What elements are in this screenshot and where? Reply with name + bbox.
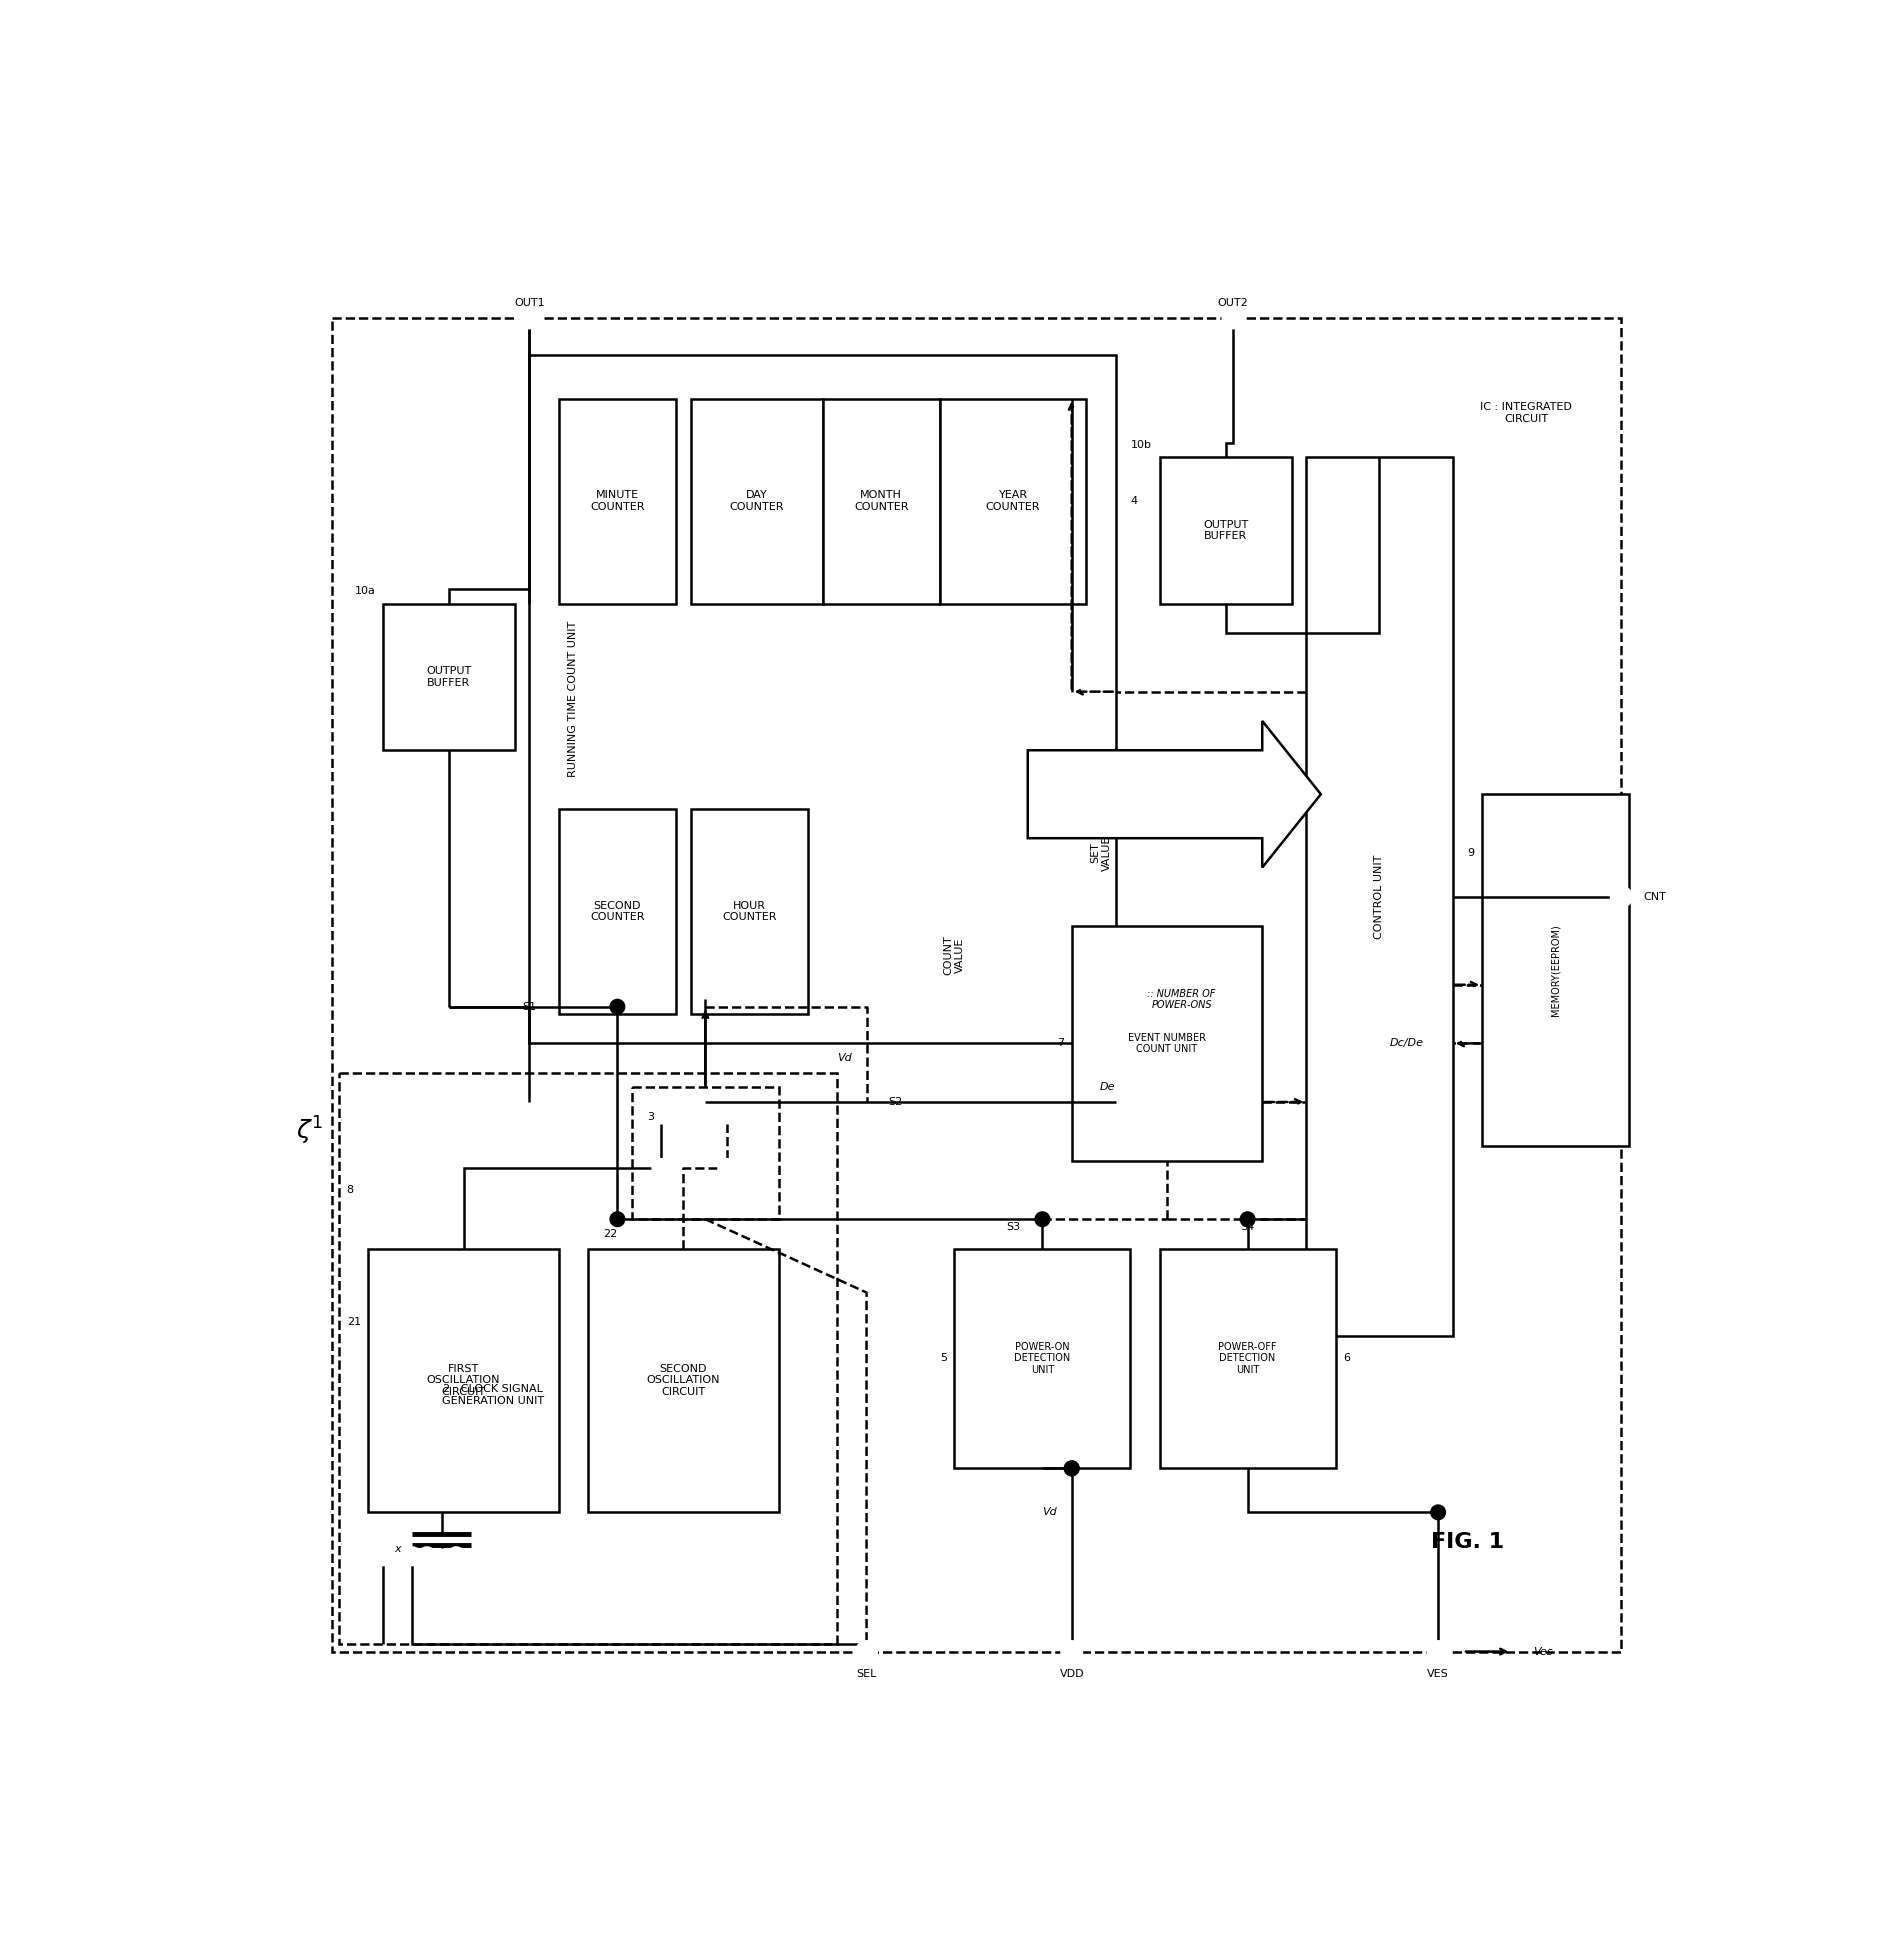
Text: 8: 8 — [1276, 774, 1284, 784]
Text: IC : INTEGRATED
CIRCUIT: IC : INTEGRATED CIRCUIT — [1481, 402, 1571, 423]
FancyBboxPatch shape — [1159, 456, 1292, 604]
Circle shape — [1240, 1211, 1256, 1227]
Text: 3: 3 — [647, 1112, 654, 1121]
Text: COUNT
VALUE: COUNT VALUE — [944, 936, 964, 975]
Text: :: NUMBER OF
POWER-ONS: :: NUMBER OF POWER-ONS — [1148, 989, 1216, 1010]
Text: EVENT NUMBER
COUNT UNIT: EVENT NUMBER COUNT UNIT — [1129, 1034, 1206, 1055]
FancyBboxPatch shape — [940, 398, 1085, 604]
FancyBboxPatch shape — [1483, 794, 1628, 1147]
Text: 10a: 10a — [356, 587, 376, 597]
Circle shape — [857, 1642, 877, 1661]
Text: OUT1: OUT1 — [514, 298, 545, 308]
Text: Vd: Vd — [1042, 1507, 1057, 1517]
Circle shape — [1065, 1461, 1080, 1476]
FancyBboxPatch shape — [382, 604, 514, 751]
Text: Dc: Dc — [1123, 774, 1138, 784]
FancyBboxPatch shape — [955, 1248, 1131, 1468]
Circle shape — [1428, 1642, 1449, 1661]
Text: POWER-OFF
DETECTION
UNIT: POWER-OFF DETECTION UNIT — [1218, 1342, 1276, 1375]
Text: 6: 6 — [1343, 1353, 1350, 1363]
Text: De: De — [1101, 1082, 1116, 1092]
Circle shape — [1034, 1211, 1050, 1227]
FancyBboxPatch shape — [560, 398, 677, 604]
FancyBboxPatch shape — [369, 1248, 560, 1513]
Text: 21: 21 — [346, 1316, 361, 1326]
Text: SEL: SEL — [857, 1669, 877, 1679]
Text: S2: S2 — [889, 1098, 902, 1108]
Text: VDD: VDD — [1059, 1669, 1084, 1679]
Circle shape — [652, 1158, 669, 1176]
Text: OUT2: OUT2 — [1218, 298, 1248, 308]
Circle shape — [1431, 1505, 1445, 1519]
FancyBboxPatch shape — [823, 398, 940, 604]
Circle shape — [611, 1211, 624, 1227]
Circle shape — [448, 1548, 465, 1566]
Circle shape — [719, 1158, 736, 1176]
Text: VES: VES — [1428, 1669, 1449, 1679]
Text: 8: 8 — [346, 1186, 354, 1195]
Text: OUTPUT
BUFFER: OUTPUT BUFFER — [1203, 519, 1248, 542]
Text: $\zeta^{1}$: $\zeta^{1}$ — [297, 1115, 323, 1147]
Polygon shape — [1029, 722, 1320, 868]
Text: S1: S1 — [522, 1002, 537, 1012]
Text: DAY
COUNTER: DAY COUNTER — [730, 489, 785, 513]
Text: SECOND
OSCILLATION
CIRCUIT: SECOND OSCILLATION CIRCUIT — [647, 1363, 720, 1396]
Text: 5: 5 — [940, 1353, 947, 1363]
Circle shape — [1611, 887, 1632, 907]
Text: Vd: Vd — [838, 1053, 851, 1063]
FancyBboxPatch shape — [1072, 926, 1263, 1160]
Text: CNT: CNT — [1643, 891, 1666, 901]
FancyBboxPatch shape — [529, 355, 1116, 1043]
Text: 9: 9 — [1467, 848, 1475, 858]
FancyBboxPatch shape — [1307, 456, 1452, 1336]
Text: CONTROL UNIT: CONTROL UNIT — [1375, 854, 1384, 940]
Text: 22: 22 — [603, 1228, 616, 1238]
Text: MEMORY(EEPROM): MEMORY(EEPROM) — [1551, 924, 1560, 1016]
Text: x: x — [393, 1544, 401, 1554]
Circle shape — [520, 308, 539, 328]
Circle shape — [374, 1548, 391, 1566]
Text: Ves: Ves — [1534, 1646, 1553, 1658]
Text: S3: S3 — [1006, 1221, 1019, 1232]
FancyBboxPatch shape — [1159, 1248, 1335, 1468]
Text: MONTH
COUNTER: MONTH COUNTER — [855, 489, 908, 513]
Circle shape — [1061, 1642, 1082, 1661]
Text: FIRST
OSCILLATION
CIRCUIT: FIRST OSCILLATION CIRCUIT — [427, 1363, 501, 1396]
Text: 4: 4 — [1131, 495, 1138, 507]
Text: SECOND
COUNTER: SECOND COUNTER — [590, 901, 645, 922]
FancyBboxPatch shape — [690, 398, 823, 604]
Text: 10b: 10b — [1131, 441, 1152, 450]
Circle shape — [418, 1548, 435, 1566]
FancyBboxPatch shape — [560, 809, 677, 1014]
Text: FIG. 1: FIG. 1 — [1431, 1531, 1503, 1552]
Text: S4: S4 — [1240, 1221, 1256, 1232]
FancyBboxPatch shape — [690, 809, 807, 1014]
Text: OUTPUT
BUFFER: OUTPUT BUFFER — [425, 667, 471, 688]
Text: YEAR
COUNTER: YEAR COUNTER — [985, 489, 1040, 513]
Text: POWER-ON
DETECTION
UNIT: POWER-ON DETECTION UNIT — [1014, 1342, 1070, 1375]
Circle shape — [611, 1000, 624, 1014]
Text: HOUR
COUNTER: HOUR COUNTER — [722, 901, 777, 922]
Text: SET
VALUE: SET VALUE — [1091, 835, 1112, 870]
FancyBboxPatch shape — [588, 1248, 779, 1513]
Text: 7: 7 — [1057, 1037, 1065, 1049]
Circle shape — [403, 1548, 422, 1566]
Circle shape — [1065, 1461, 1080, 1476]
Text: 2 : CLOCK SIGNAL
GENERATION UNIT: 2 : CLOCK SIGNAL GENERATION UNIT — [441, 1384, 545, 1406]
Text: Dc/De: Dc/De — [1390, 1037, 1424, 1049]
Circle shape — [1223, 308, 1242, 328]
Text: RUNNING TIME COUNT UNIT: RUNNING TIME COUNT UNIT — [569, 620, 579, 778]
Text: MINUTE
COUNTER: MINUTE COUNTER — [590, 489, 645, 513]
